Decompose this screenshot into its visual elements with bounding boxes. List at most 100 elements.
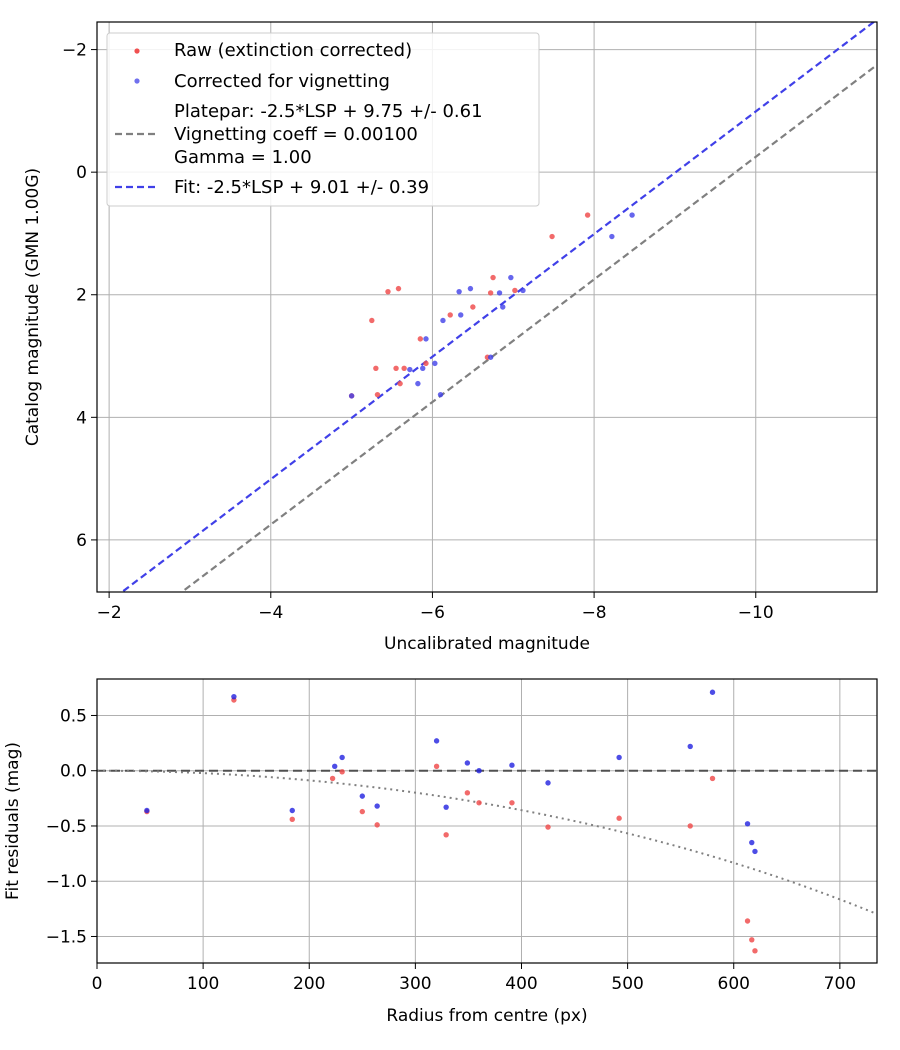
calibration-series0-point-4 <box>385 288 391 295</box>
calibration-series0-point-15 <box>490 274 496 281</box>
calibration-series0-point-12 <box>470 304 476 310</box>
residuals-series0-point-15 <box>709 775 716 782</box>
calibration-xtick-label-0: −2 <box>97 603 122 623</box>
legend-raw-label: Raw (extinction corrected) <box>174 40 412 61</box>
calibration-xtick-label-3: −8 <box>582 603 607 623</box>
calibration-series1-point-10 <box>467 285 474 292</box>
residuals-series0-point-14 <box>687 823 693 829</box>
calibration-ytick-label-2: 2 <box>76 286 87 306</box>
calibration-series0-point-16 <box>512 287 518 294</box>
calibration-series1-point-16 <box>609 233 615 240</box>
residuals-series0-point-10 <box>476 800 482 806</box>
residuals-series0-point-17 <box>749 937 755 943</box>
residuals-series0-point-8 <box>443 832 449 838</box>
calibration-ylabel: Catalog magnitude (GMN 1.00G) <box>23 168 43 446</box>
residuals-series0-point-12 <box>545 824 551 830</box>
calibration-legend: Raw (extinction corrected) Corrected for… <box>106 32 540 207</box>
calibration-series0-point-1 <box>369 317 375 324</box>
calibration-series0-point-17 <box>549 233 555 240</box>
residuals-xtick-label-6: 600 <box>718 974 750 994</box>
residuals-xtick-label-2: 200 <box>293 974 325 994</box>
residuals-plot-frame <box>96 678 878 964</box>
residuals-series1-point-1 <box>231 693 237 700</box>
residuals-xtick-label-5: 500 <box>611 974 643 994</box>
residuals-xtick-label-1: 100 <box>187 974 219 994</box>
residuals-series0-point-16 <box>744 918 751 924</box>
residuals-series1-point-0 <box>144 807 150 814</box>
calibration-series0-point-2 <box>373 365 379 371</box>
residuals-series1-point-3 <box>332 763 338 769</box>
calibration-series1-point-6 <box>437 391 444 398</box>
residuals-vignetting-curve <box>97 769 877 915</box>
calibration-series1-point-7 <box>440 317 446 324</box>
residuals-series1-point-10 <box>476 768 482 774</box>
residuals-series1-point-8 <box>443 804 449 810</box>
calibration-series1-point-12 <box>496 290 503 296</box>
calibration-ytick-label-0: −2 <box>62 41 87 61</box>
residuals-series1-point-2 <box>289 807 295 814</box>
calibration-xtick-label-1: −4 <box>258 603 283 623</box>
calibration-series0-point-14 <box>487 290 494 296</box>
residuals-series0-point-6 <box>374 822 380 828</box>
calibration-series1-point-15 <box>520 287 526 294</box>
calibration-ytick-label-4: 6 <box>76 531 87 551</box>
legend-corrected-marker <box>134 78 140 84</box>
calibration-xlabel: Uncalibrated magnitude <box>384 634 590 654</box>
residuals-series0-point-4 <box>339 769 345 775</box>
calibration-series1-point-2 <box>415 380 421 387</box>
calibration-ytick-label-3: 4 <box>76 408 87 428</box>
residuals-series1-point-4 <box>339 754 345 761</box>
residuals-series1-point-12 <box>545 780 551 786</box>
residuals-series0-point-18 <box>752 948 758 954</box>
calibration-ticks: −2 −4 −6 −8 −10 −2 0 2 4 6 <box>62 41 774 623</box>
calibration-series1-point-13 <box>500 304 506 310</box>
residuals-ytick-label-1: 0.0 <box>60 762 87 782</box>
calibration-series0-point-6 <box>395 285 402 292</box>
calibration-series0-point-10 <box>423 360 429 367</box>
residuals-lines <box>97 769 877 915</box>
calibration-series1-point-9 <box>458 312 464 318</box>
calibration-series0-point-18 <box>584 212 591 218</box>
calibration-ytick-label-1: 0 <box>76 163 87 183</box>
calibration-series1-point-4 <box>423 336 429 342</box>
calibration-series0-point-9 <box>417 336 424 342</box>
residuals-series1-point-18 <box>752 848 758 855</box>
residuals-series1-point-5 <box>359 793 366 799</box>
residuals-series1-point-11 <box>509 762 515 768</box>
legend-platepar-label-1: Platepar: -2.5*LSP + 9.75 +/- 0.61 <box>174 101 483 122</box>
legend-platepar-label-3: Gamma = 1.00 <box>174 147 312 168</box>
residuals-series0-point-7 <box>433 763 440 769</box>
residuals-series0-point-13 <box>616 815 622 821</box>
residuals-xtick-label-0: 0 <box>92 974 103 994</box>
residuals-series1-point-9 <box>464 760 471 766</box>
calibration-series1-point-5 <box>432 360 438 367</box>
calibration-line-fit <box>120 22 876 592</box>
calibration-plot-frame <box>96 21 878 593</box>
residuals-xtick-label-7: 700 <box>824 974 856 994</box>
legend-box <box>106 32 540 207</box>
calibration-series0-point-11 <box>447 312 453 318</box>
residuals-series1-point-17 <box>749 839 755 846</box>
calibration-series0-point-8 <box>401 365 407 371</box>
calibration-series1-point-8 <box>456 288 462 295</box>
calibration-lines <box>120 22 877 592</box>
residuals-series1-point-15 <box>709 689 716 695</box>
residuals-ylabel: Fit residuals (mag) <box>3 742 23 900</box>
residuals-ytick-label-4: −1.5 <box>46 927 87 947</box>
legend-fit-label: Fit: -2.5*LSP + 9.01 +/- 0.39 <box>174 177 429 198</box>
residuals-ytick-label-2: −0.5 <box>46 817 87 837</box>
residuals-chart: 0 100 200 300 400 500 600 700 0.5 0.0 −0.5 −1.0 −1.5… <box>3 678 878 1026</box>
calibration-series0-point-5 <box>393 365 399 371</box>
calibration-series1-point-1 <box>407 366 413 373</box>
residuals-points <box>144 689 758 954</box>
residuals-xlabel: Radius from centre (px) <box>386 1006 587 1026</box>
residuals-series1-point-14 <box>687 743 693 750</box>
calibration-series1-point-17 <box>629 212 635 218</box>
residuals-ytick-label-3: −1.0 <box>46 872 87 892</box>
calibration-series1-point-14 <box>508 274 514 281</box>
residuals-series0-point-9 <box>464 790 471 796</box>
calibration-xtick-label-2: −6 <box>420 603 445 623</box>
residuals-ticks: 0 100 200 300 400 500 600 700 0.5 0.0 −0.5 −1.0 −1.5 <box>46 706 856 994</box>
calibration-points <box>348 212 635 399</box>
